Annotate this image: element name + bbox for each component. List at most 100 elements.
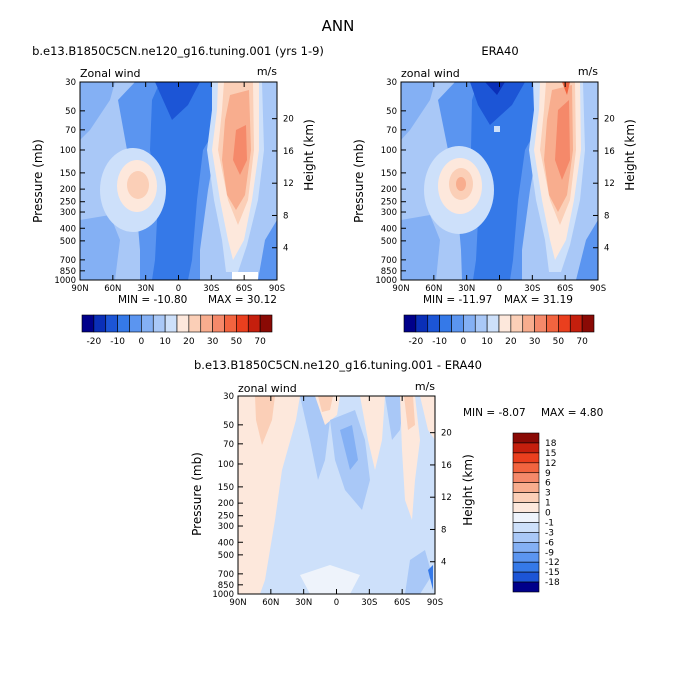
- page-title: ANN: [322, 17, 355, 35]
- colorbar-label: 20: [183, 337, 195, 347]
- colorbar-swatch: [427, 314, 440, 333]
- colorbar-swatch: [129, 314, 142, 333]
- colorbar-label: 0: [545, 509, 551, 519]
- min-value: MIN = -10.80: [118, 294, 187, 306]
- height-tick-label: 20: [283, 115, 294, 125]
- y-axis-label: Pressure (mb): [190, 452, 204, 536]
- colorbar-label: 3: [545, 489, 551, 499]
- colorbar-label: 10: [159, 337, 171, 347]
- y-tick-label: 30: [223, 392, 234, 402]
- y-axis-label: Pressure (mb): [31, 139, 45, 223]
- variable-label: zonal wind: [238, 382, 297, 395]
- x-tick-label: 30S: [361, 598, 377, 608]
- colorbar-swatch: [415, 314, 429, 333]
- colorbar-label: -20: [409, 337, 424, 347]
- y-tick-label: 1000: [212, 590, 234, 600]
- y-tick-label: 100: [218, 460, 234, 470]
- colorbar-label: 9: [545, 469, 551, 479]
- colorbar-swatch: [512, 452, 540, 464]
- x-tick-label: 60N: [262, 598, 279, 608]
- contour-field: [238, 396, 435, 594]
- colorbar-label: -9: [545, 548, 554, 558]
- height-tick-label: 8: [283, 211, 288, 221]
- colorbar-swatch: [534, 314, 547, 333]
- contour-field: [80, 82, 277, 280]
- y-tick-label: 50: [223, 421, 234, 431]
- y-tick-label: 400: [218, 538, 234, 548]
- panel-model: b.e13.B1850C5CN.ne120_g16.tuning.001 (yr…: [31, 44, 324, 306]
- colorbar-swatch: [81, 314, 95, 333]
- y-tick-label: 70: [65, 126, 76, 136]
- y-tick-label: 250: [60, 198, 76, 208]
- x-tick-label: 90S: [590, 284, 606, 294]
- y-tick-label: 150: [218, 483, 234, 493]
- y-tick-label: 300: [60, 208, 76, 218]
- height-tick-label: 20: [441, 429, 452, 439]
- colorbar-label: -10: [432, 337, 447, 347]
- colorbar-swatch: [141, 314, 154, 333]
- y-tick-label: 400: [60, 224, 76, 234]
- max-value: MAX = 4.80: [541, 407, 603, 419]
- colorbar-obs: -20 -10 0 10 20 30 50 70: [403, 314, 595, 347]
- colorbar-swatch: [510, 314, 524, 333]
- variable-label: Zonal wind: [80, 67, 141, 80]
- colorbar-label: 0: [461, 337, 467, 347]
- min-value: MIN = -8.07: [463, 407, 526, 419]
- x-tick-label: 60S: [394, 598, 410, 608]
- colorbar-swatch: [259, 314, 273, 333]
- colorbar-label: -20: [87, 337, 102, 347]
- panel-title: b.e13.B1850C5CN.ne120_g16.tuning.001 - E…: [194, 358, 482, 372]
- colorbar-swatch: [512, 551, 540, 563]
- height-tick-label: 20: [604, 115, 615, 125]
- colorbar-label: 6: [545, 479, 551, 489]
- y-tick-label: 70: [223, 440, 234, 450]
- x-tick-label: 60S: [236, 284, 252, 294]
- x-tick-label: 60N: [104, 284, 121, 294]
- colorbar-swatch: [512, 522, 540, 533]
- panel-title: ERA40: [481, 44, 518, 58]
- colorbar-label: -1: [545, 518, 554, 528]
- x-tick-label: 30N: [137, 284, 154, 294]
- y-tick-label: 300: [381, 208, 397, 218]
- colorbar-swatch: [512, 502, 540, 513]
- colorbar-swatch: [403, 314, 417, 333]
- height-tick-label: 16: [441, 461, 452, 471]
- y-axis-label: Pressure (mb): [352, 139, 366, 223]
- colorbar-swatch: [117, 314, 130, 333]
- colorbar-label: 0: [139, 337, 145, 347]
- height-tick-label: 4: [441, 558, 446, 568]
- colorbar-swatch: [439, 314, 452, 333]
- y-tick-label: 200: [218, 499, 234, 509]
- colorbar-swatch: [558, 314, 571, 333]
- max-value: MAX = 30.12: [208, 294, 277, 306]
- panel-diff: b.e13.B1850C5CN.ne120_g16.tuning.001 - E…: [190, 358, 603, 608]
- colorbar-swatch: [512, 472, 540, 483]
- panel-title: b.e13.B1850C5CN.ne120_g16.tuning.001 (yr…: [32, 44, 324, 58]
- y-tick-label: 50: [65, 107, 76, 117]
- colorbar-label: 10: [481, 337, 493, 347]
- colorbar-swatch: [522, 314, 535, 333]
- x-tick-label: 0: [497, 284, 502, 294]
- x-tick-label: 90N: [71, 284, 88, 294]
- height-tick-label: 12: [441, 493, 452, 503]
- variable-label: zonal wind: [401, 67, 460, 80]
- height-tick-label: 4: [604, 244, 609, 254]
- colorbar-label: -12: [545, 558, 560, 568]
- units-label: m/s: [578, 65, 598, 78]
- colorbar-swatch: [486, 314, 500, 333]
- colorbar-swatch: [236, 314, 249, 333]
- colorbar-swatch: [451, 314, 464, 333]
- y-tick-label: 850: [60, 267, 76, 277]
- colorbar-label: 70: [576, 337, 588, 347]
- colorbar-label: 1: [545, 499, 551, 509]
- y-tick-label: 400: [381, 224, 397, 234]
- y-tick-label: 300: [218, 522, 234, 532]
- y-tick-label: 150: [60, 169, 76, 179]
- y-tick-label: 700: [218, 570, 234, 580]
- colorbar-swatch: [164, 314, 178, 333]
